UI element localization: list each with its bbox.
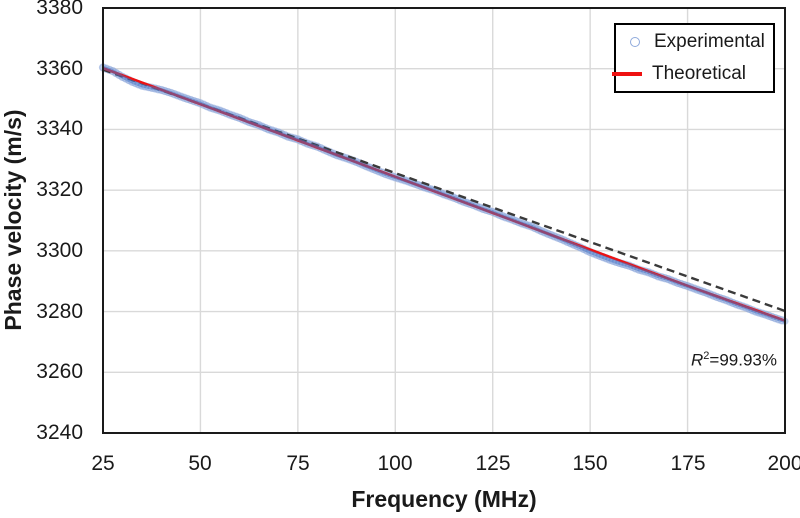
y-tick-label: 3340	[36, 117, 83, 140]
y-tick-label: 3360	[36, 57, 83, 80]
r-symbol: R	[691, 350, 704, 370]
open-circle-icon	[616, 37, 654, 47]
x-tick-label: 50	[188, 452, 212, 475]
legend-item-experimental: Experimental	[616, 27, 773, 57]
x-tick-label: 150	[572, 452, 608, 475]
x-tick-label: 100	[377, 452, 413, 475]
x-tick-label: 125	[475, 452, 511, 475]
r-exponent: 2	[703, 350, 710, 362]
y-tick-label: 3240	[36, 421, 83, 444]
x-tick-label: 200	[767, 452, 800, 475]
y-tick-label: 3380	[36, 0, 83, 19]
x-tick-label: 75	[286, 452, 310, 475]
r-value: =99.93%	[709, 350, 777, 370]
y-tick-label: 3320	[36, 178, 83, 201]
x-axis-title: Frequency (MHz)	[351, 486, 537, 512]
x-tick-label: 175	[670, 452, 706, 475]
chart-legend: Experimental Theoretical	[612, 23, 775, 93]
legend-label: Experimental	[654, 31, 765, 52]
y-tick-label: 3280	[36, 300, 83, 323]
x-tick-label: 25	[91, 452, 115, 475]
line-swatch-icon	[612, 72, 654, 76]
r-squared-annotation: R2=99.93%	[691, 350, 777, 371]
y-tick-label: 3300	[36, 239, 83, 262]
legend-label: Theoretical	[652, 63, 746, 84]
y-tick-label: 3260	[36, 360, 83, 383]
y-axis-title: Phase velocity (m/s)	[0, 109, 26, 331]
legend-item-theoretical: Theoretical	[612, 59, 773, 89]
